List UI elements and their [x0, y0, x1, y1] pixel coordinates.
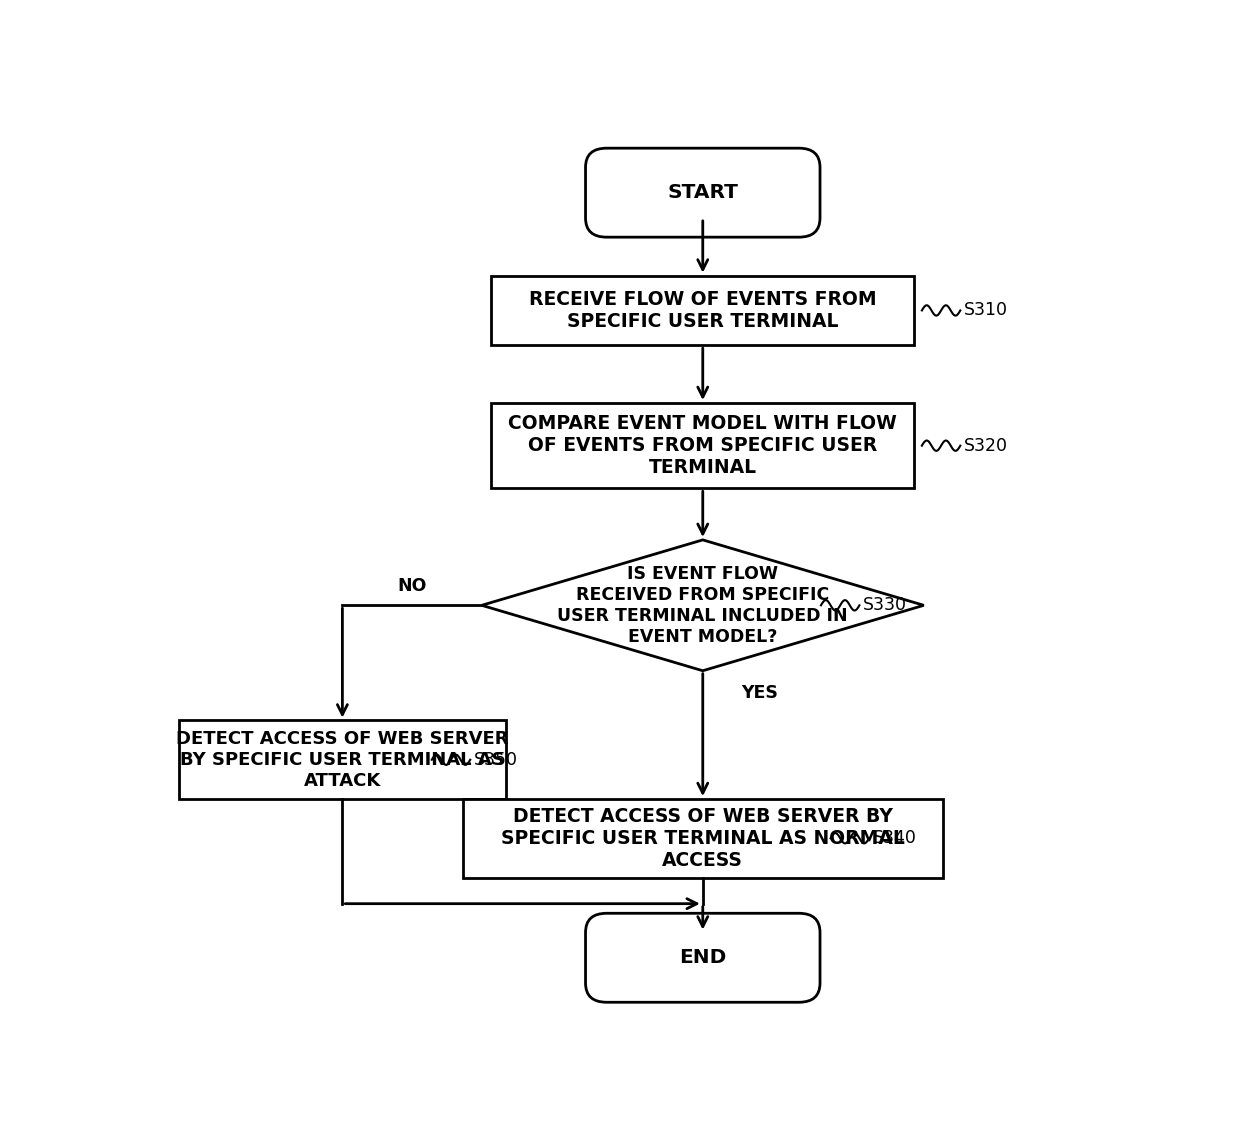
FancyBboxPatch shape — [585, 913, 820, 1003]
Text: DETECT ACCESS OF WEB SERVER BY
SPECIFIC USER TERMINAL AS NORMAL
ACCESS: DETECT ACCESS OF WEB SERVER BY SPECIFIC … — [501, 807, 905, 870]
Text: S350: S350 — [474, 751, 518, 768]
Text: S340: S340 — [873, 829, 916, 847]
Text: YES: YES — [742, 683, 777, 701]
Text: START: START — [667, 184, 738, 202]
Text: DETECT ACCESS OF WEB SERVER
BY SPECIFIC USER TERMINAL AS
ATTACK: DETECT ACCESS OF WEB SERVER BY SPECIFIC … — [176, 730, 508, 790]
Polygon shape — [481, 540, 924, 671]
Text: NO: NO — [397, 577, 427, 595]
Bar — [179, 721, 506, 799]
Text: S310: S310 — [965, 301, 1008, 320]
Text: S320: S320 — [965, 436, 1008, 454]
FancyBboxPatch shape — [585, 148, 820, 237]
Bar — [491, 403, 914, 488]
Bar — [463, 799, 942, 877]
Text: IS EVENT FLOW
RECEIVED FROM SPECIFIC
USER TERMINAL INCLUDED IN
EVENT MODEL?: IS EVENT FLOW RECEIVED FROM SPECIFIC USE… — [558, 565, 848, 646]
Text: RECEIVE FLOW OF EVENTS FROM
SPECIFIC USER TERMINAL: RECEIVE FLOW OF EVENTS FROM SPECIFIC USE… — [529, 290, 877, 331]
Text: COMPARE EVENT MODEL WITH FLOW
OF EVENTS FROM SPECIFIC USER
TERMINAL: COMPARE EVENT MODEL WITH FLOW OF EVENTS … — [508, 415, 898, 477]
Text: S330: S330 — [863, 596, 908, 614]
Bar — [491, 275, 914, 346]
Text: END: END — [680, 948, 727, 968]
